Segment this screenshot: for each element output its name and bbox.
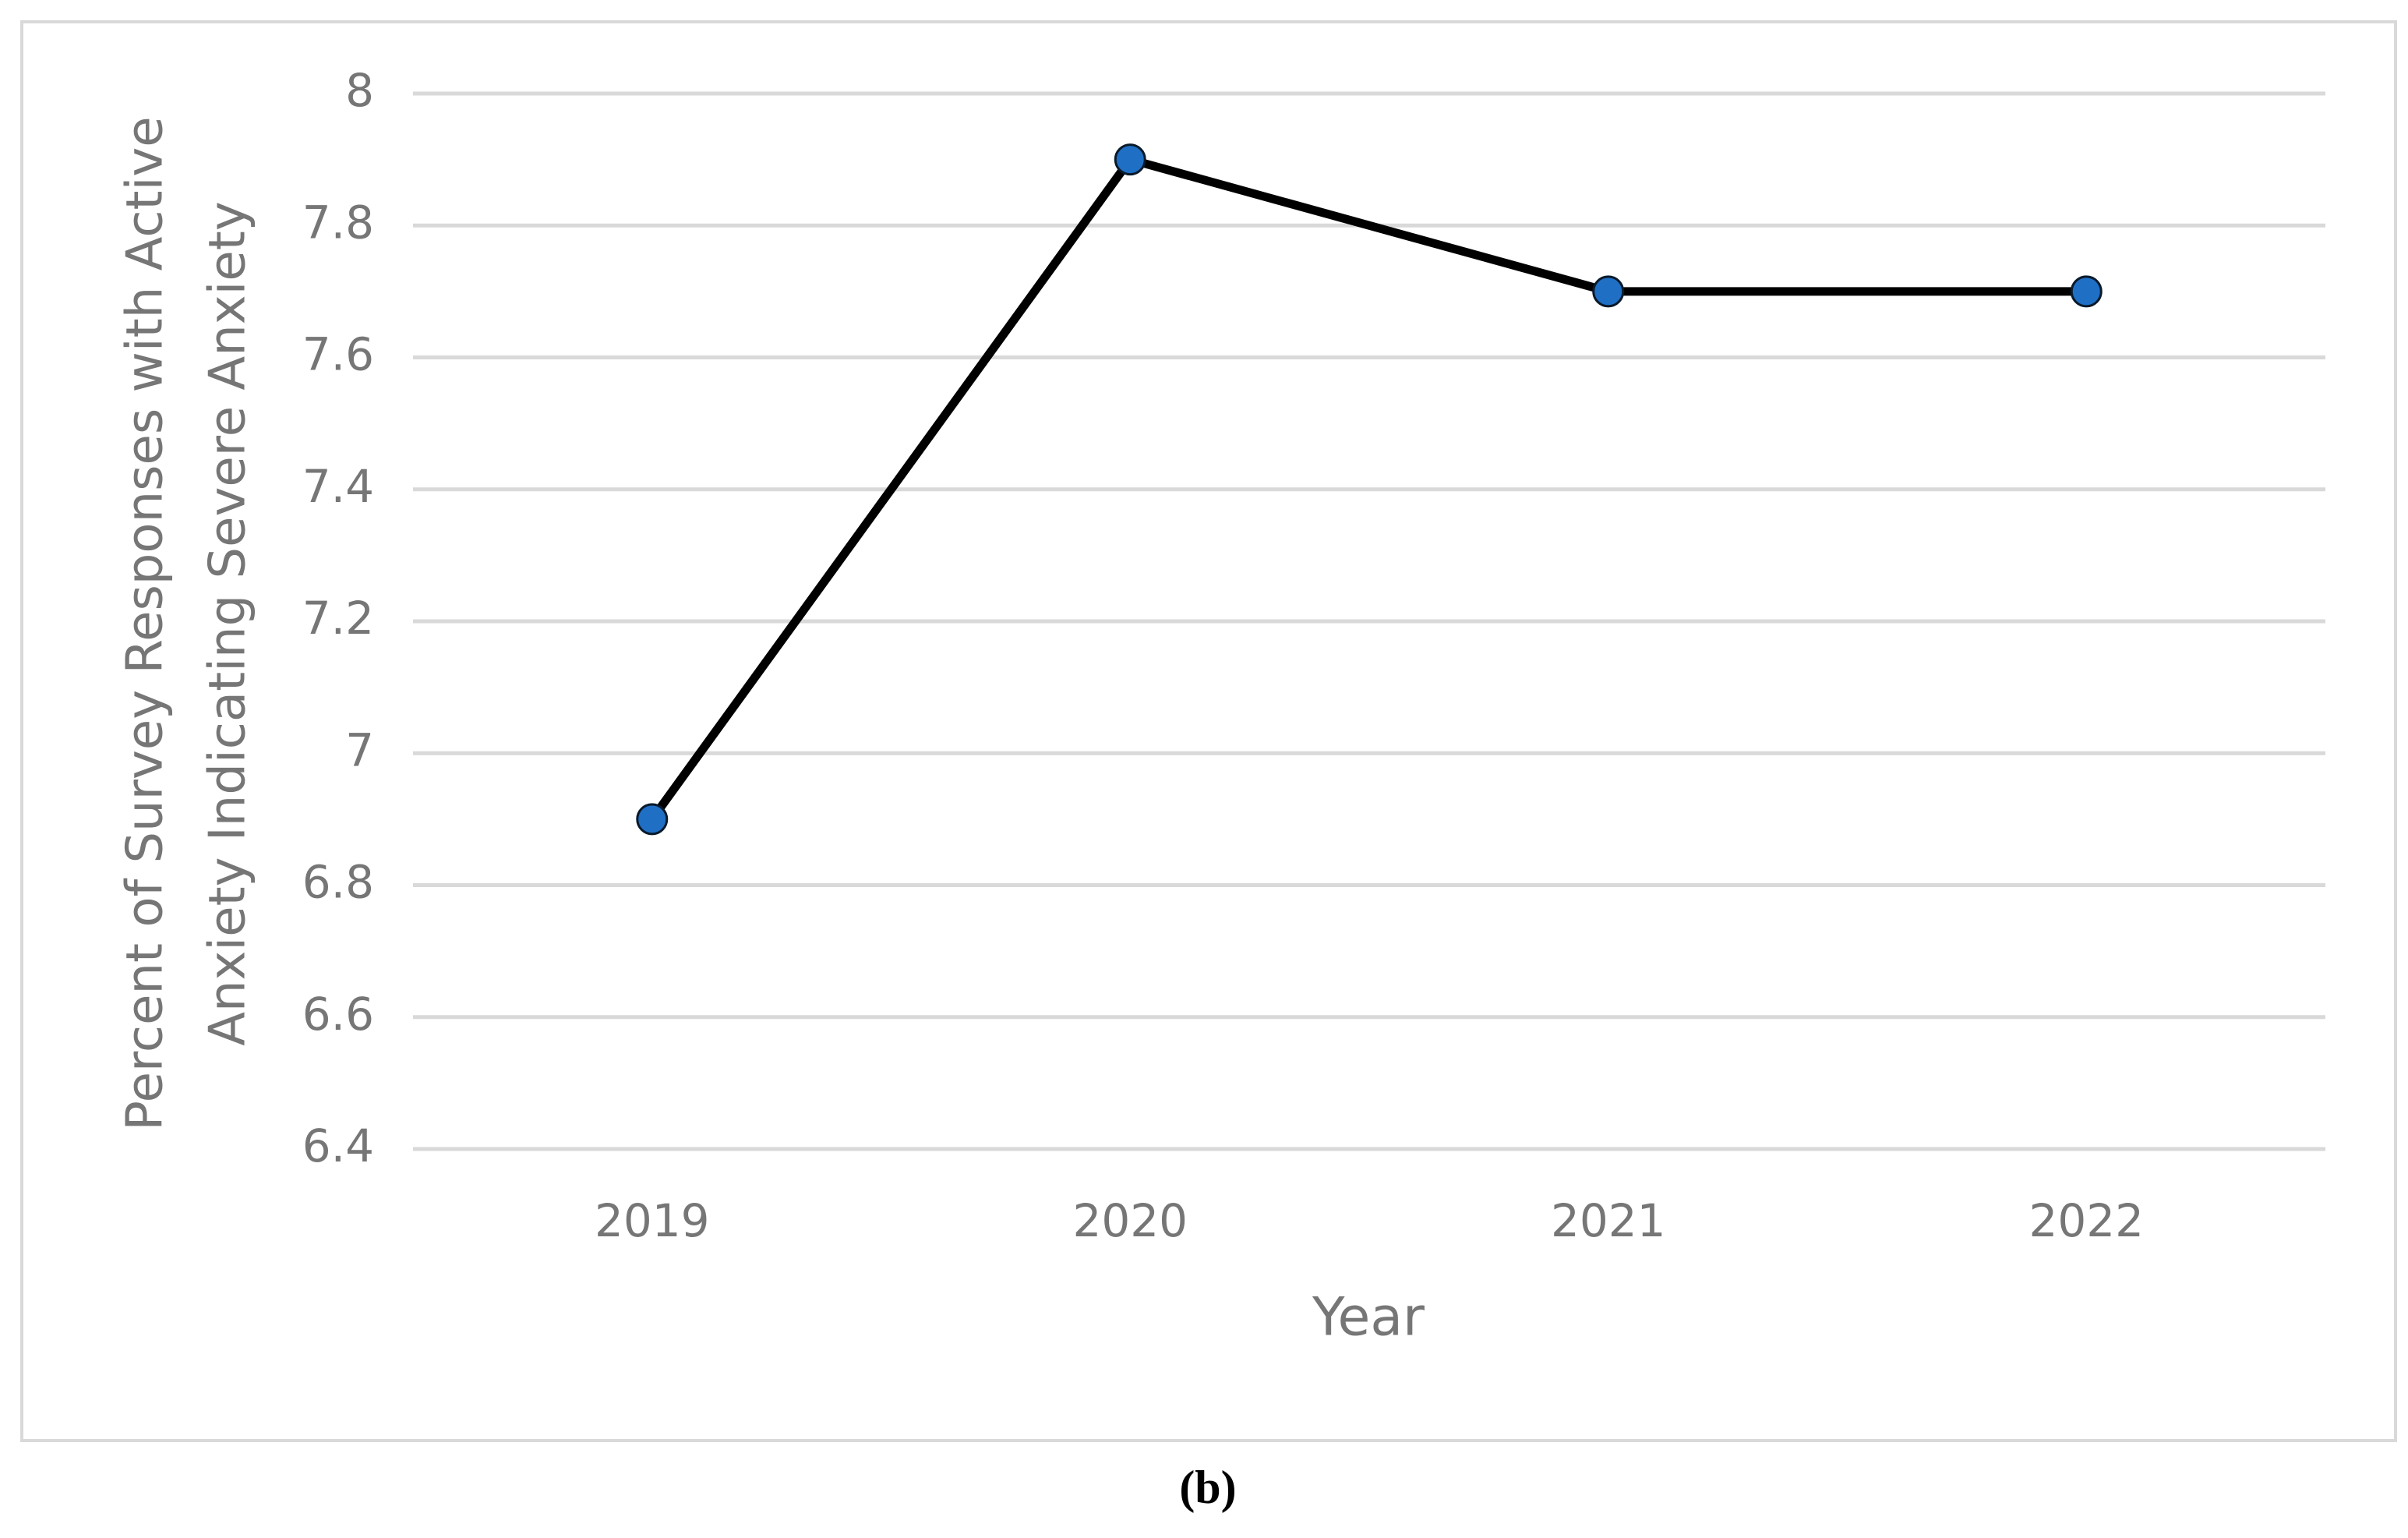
y-tick-label: 6.4 bbox=[302, 1119, 374, 1172]
y-tick-label: 7.2 bbox=[302, 592, 374, 645]
x-axis-title: Year bbox=[1312, 1287, 1425, 1349]
y-tick-label: 6.6 bbox=[302, 988, 374, 1041]
data-point bbox=[1592, 275, 1625, 308]
y-tick-label: 7.4 bbox=[302, 460, 374, 513]
y-tick-label: 7 bbox=[345, 723, 374, 776]
x-tick-label: 2022 bbox=[2028, 1194, 2144, 1247]
data-point bbox=[1114, 143, 1146, 176]
x-tick-label: 2021 bbox=[1551, 1194, 1666, 1247]
y-tick-label: 7.8 bbox=[302, 196, 374, 249]
y-axis-title-line: Percent of Survey Responses with Active bbox=[117, 116, 175, 1130]
data-point bbox=[2070, 275, 2103, 308]
y-axis-title-line: Anxiety Indicating Severe Anxiety bbox=[199, 201, 257, 1046]
caption: (b) bbox=[1179, 1462, 1236, 1513]
y-tick-label: 8 bbox=[345, 64, 374, 117]
chart-frame bbox=[20, 20, 2397, 1442]
x-tick-label: 2020 bbox=[1072, 1194, 1188, 1247]
y-tick-label: 7.6 bbox=[302, 328, 374, 381]
data-point bbox=[636, 803, 669, 836]
y-tick-label: 6.8 bbox=[302, 856, 374, 909]
x-tick-label: 2019 bbox=[595, 1194, 710, 1247]
y-axis-title: Percent of Survey Responses with Active … bbox=[117, 116, 257, 1130]
data-line bbox=[648, 155, 2087, 822]
